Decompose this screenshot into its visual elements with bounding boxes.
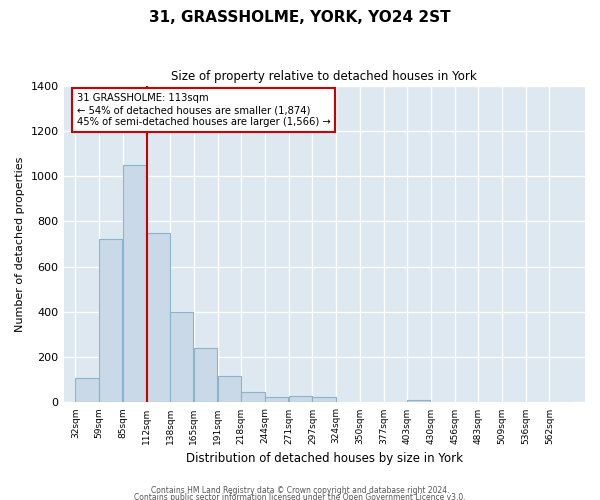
Bar bbox=[218, 376, 241, 402]
Bar bbox=[289, 396, 312, 402]
Bar bbox=[313, 398, 335, 402]
Text: Contains HM Land Registry data © Crown copyright and database right 2024.: Contains HM Land Registry data © Crown c… bbox=[151, 486, 449, 495]
Bar bbox=[407, 400, 430, 402]
Bar bbox=[99, 240, 122, 402]
Bar bbox=[194, 348, 217, 403]
Text: 31 GRASSHOLME: 113sqm
← 54% of detached houses are smaller (1,874)
45% of semi-d: 31 GRASSHOLME: 113sqm ← 54% of detached … bbox=[77, 94, 331, 126]
Text: 31, GRASSHOLME, YORK, YO24 2ST: 31, GRASSHOLME, YORK, YO24 2ST bbox=[149, 10, 451, 25]
Text: Contains public sector information licensed under the Open Government Licence v3: Contains public sector information licen… bbox=[134, 494, 466, 500]
Bar bbox=[123, 165, 146, 402]
Bar bbox=[76, 378, 98, 402]
X-axis label: Distribution of detached houses by size in York: Distribution of detached houses by size … bbox=[186, 452, 463, 465]
Bar bbox=[265, 398, 288, 402]
Y-axis label: Number of detached properties: Number of detached properties bbox=[15, 156, 25, 332]
Bar bbox=[241, 392, 265, 402]
Title: Size of property relative to detached houses in York: Size of property relative to detached ho… bbox=[172, 70, 477, 83]
Bar bbox=[170, 312, 193, 402]
Bar bbox=[146, 232, 170, 402]
